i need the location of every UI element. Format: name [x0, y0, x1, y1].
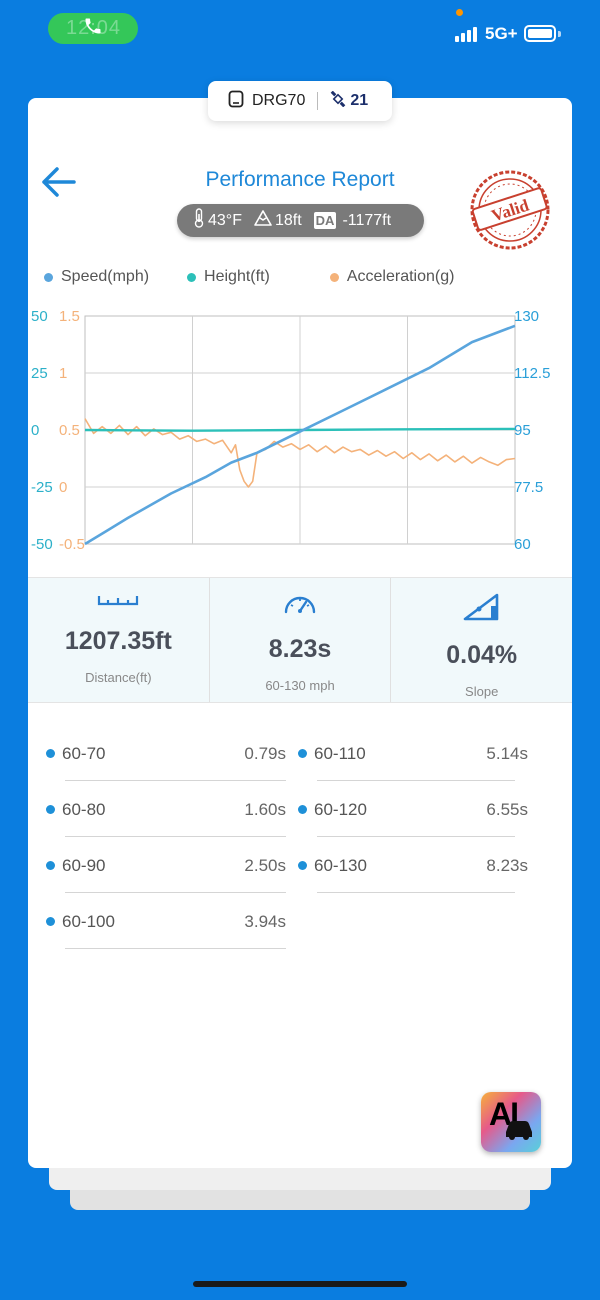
privacy-indicator — [456, 9, 463, 16]
height-tick-label: 25 — [31, 365, 48, 382]
page-title: Performance Report — [205, 168, 395, 191]
device-tag[interactable]: DRG70 21 — [208, 81, 392, 121]
bullet-dot — [46, 749, 55, 758]
legend-speed[interactable]: Speed(mph) — [44, 268, 149, 286]
speedometer-icon — [283, 592, 317, 621]
signal-icon — [455, 26, 477, 42]
density-altitude-value: -1177ft — [342, 211, 392, 229]
home-indicator[interactable] — [193, 1281, 407, 1287]
speed-tick-label: 60 — [514, 536, 531, 553]
height-tick-label: -50 — [31, 536, 53, 553]
split-row: 60-110 5.14s — [298, 728, 528, 784]
split-row: 60-80 1.60s — [46, 784, 286, 840]
legend-acceleration[interactable]: Acceleration(g) — [329, 268, 454, 286]
bullet-dot — [46, 917, 55, 926]
satellite-icon — [330, 90, 346, 112]
accel-tick-label: 1 — [59, 365, 67, 382]
time-label: 60-130 mph — [265, 678, 335, 693]
altitude-value: 18ft — [274, 211, 302, 229]
status-time: 12:04 — [66, 17, 122, 39]
time-value: 8.23s — [268, 635, 332, 663]
satellite-count: 21 — [350, 92, 369, 109]
distance-value: 1207.35ft — [64, 627, 172, 655]
da-label: DA — [313, 212, 337, 229]
stat-time: 8.23s 60-130 mph — [210, 578, 392, 702]
slope-value: 0.04% — [446, 641, 518, 669]
series-line-speed — [84, 324, 516, 546]
series-line-accel — [84, 418, 516, 488]
speed-tick-label: 77.5 — [514, 479, 543, 496]
battery-icon — [524, 25, 556, 42]
report-card: Performance Report 43°F 18ft DA -1177ft … — [28, 98, 572, 1168]
slope-icon — [462, 592, 502, 627]
performance-chart: 50 25 0 -25 -50 1.5 1 0.5 0 -0.5 130 112.5 95 77.5 60 — [31, 308, 550, 553]
bullet-dot — [298, 861, 307, 870]
call-indicator[interactable]: 12:04 — [48, 13, 138, 44]
conditions-pill: 43°F 18ft DA -1177ft — [177, 204, 424, 237]
stat-distance: 1207.35ft Distance(ft) — [28, 578, 210, 702]
series-line-height — [84, 427, 516, 432]
car-icon — [503, 1118, 535, 1145]
temperature-value: 43°F — [208, 211, 242, 229]
bullet-dot — [46, 861, 55, 870]
split-row: 60-100 3.94s — [46, 896, 286, 952]
accel-tick-label: 0 — [59, 479, 67, 496]
ai-assistant-button[interactable]: AI — [481, 1092, 541, 1152]
mountain-icon — [254, 210, 272, 231]
density-altitude: DA -1177ft — [313, 211, 392, 230]
height-tick-label: 50 — [31, 308, 48, 325]
device-name: DRG70 — [252, 92, 306, 109]
height-tick-label: -25 — [31, 479, 53, 496]
chart-legend: Speed(mph) Height(ft) Acceleration(g) — [44, 268, 454, 286]
stat-slope: 0.04% Slope — [391, 578, 572, 702]
height-tick-label: 0 — [31, 422, 39, 439]
split-row: 60-120 6.55s — [298, 784, 528, 840]
speed-tick-label: 112.5 — [514, 365, 550, 382]
speed-tick-label: 95 — [514, 422, 531, 439]
accel-tick-label: 0.5 — [59, 422, 80, 439]
valid-stamp: Valid — [464, 168, 556, 257]
distance-label: Distance(ft) — [85, 670, 152, 685]
bullet-dot — [298, 805, 307, 814]
legend-height[interactable]: Height(ft) — [187, 268, 270, 286]
stats-panel: 1207.35ft Distance(ft) 8.23s 60-130 mph … — [28, 577, 572, 703]
network-type: 5G+ — [485, 24, 518, 43]
phone-icon — [83, 16, 103, 41]
split-row: 60-70 0.79s — [46, 728, 286, 784]
back-arrow-icon[interactable] — [40, 166, 78, 203]
bullet-dot — [298, 749, 307, 758]
bullet-dot — [46, 805, 55, 814]
split-row: 60-90 2.50s — [46, 840, 286, 896]
device-icon — [228, 90, 244, 113]
altitude: 18ft — [254, 210, 302, 231]
slope-label: Slope — [465, 684, 499, 699]
temperature: 43°F — [193, 208, 242, 233]
accel-tick-label: 1.5 — [59, 308, 80, 325]
accel-tick-label: -0.5 — [59, 536, 85, 553]
status-bar: 12:04 5G+ — [0, 0, 600, 60]
speed-tick-label: 130 — [514, 308, 539, 325]
split-row: 60-130 8.23s — [298, 840, 528, 896]
thermometer-icon — [193, 208, 205, 233]
ruler-icon — [97, 592, 139, 613]
